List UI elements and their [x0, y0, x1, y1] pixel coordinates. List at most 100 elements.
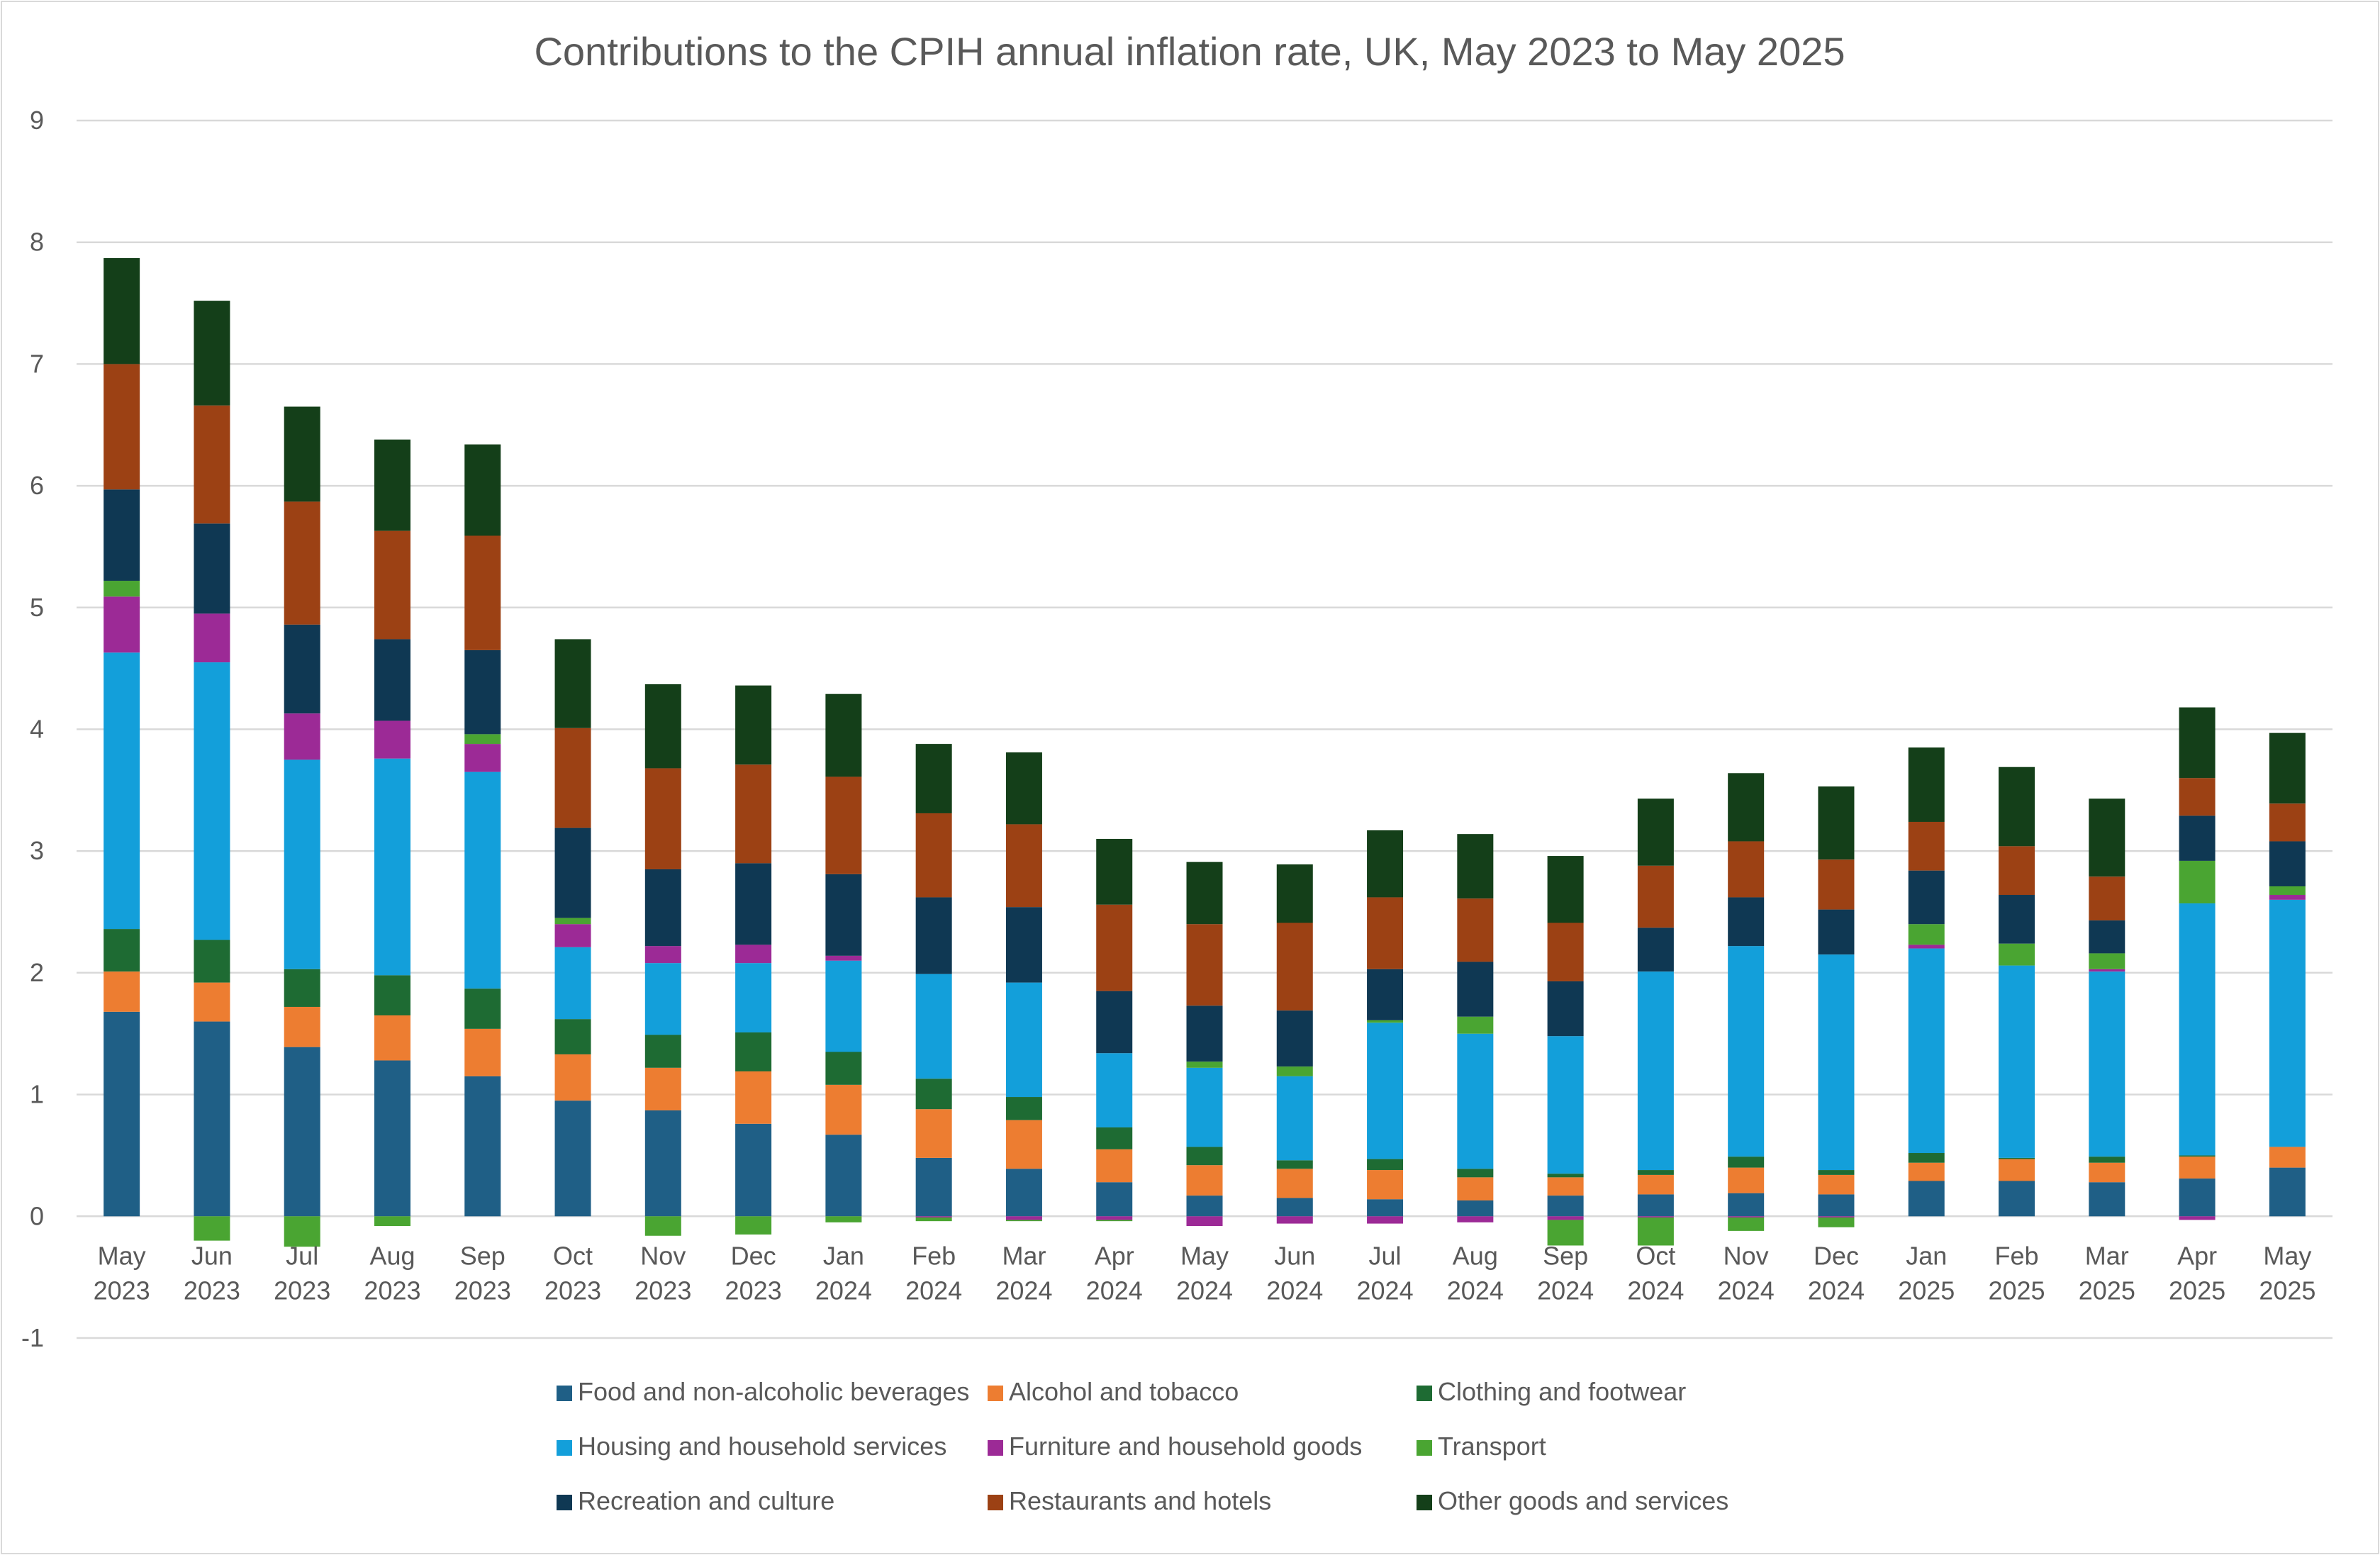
bar-segment: [1728, 1157, 1765, 1168]
x-tick-label: 2023: [184, 1276, 240, 1305]
bar-segment: [1818, 786, 1855, 860]
x-tick-label: 2024: [1086, 1276, 1143, 1305]
x-tick-label: May: [98, 1241, 146, 1270]
bar-segment: [2179, 903, 2216, 1156]
bar-segment: [374, 439, 410, 531]
bar-segment: [284, 1216, 320, 1247]
bar-segment: [1728, 897, 1765, 947]
bar-segment: [374, 720, 410, 759]
bar-segment: [644, 869, 681, 947]
legend-label: Furniture and household goods: [1009, 1432, 1362, 1461]
bar-segment: [1005, 1097, 1042, 1120]
bar-segment: [2269, 899, 2306, 1147]
x-tick-label: Jun: [1274, 1241, 1315, 1270]
x-tick-label: Apr: [1095, 1241, 1134, 1270]
x-tick-label: 2025: [2259, 1276, 2315, 1305]
bar-segment: [2089, 1157, 2125, 1163]
bar-segment: [735, 685, 772, 765]
bar-segment: [1637, 1170, 1674, 1175]
bar-segment: [1728, 773, 1765, 842]
bar-segment: [554, 947, 591, 1020]
bar-segment: [464, 744, 501, 772]
bar-segment: [1367, 969, 1404, 1020]
bar-segment: [1367, 830, 1404, 898]
bar-segment: [1637, 1216, 1674, 1218]
bar-segment: [1999, 1157, 2035, 1159]
x-tick-label: Aug: [369, 1241, 415, 1270]
x-tick-label: 2023: [725, 1276, 782, 1305]
bar-segment: [104, 489, 140, 581]
bar-segment: [1637, 1194, 1674, 1217]
bar-segment: [1276, 1160, 1313, 1169]
legend-swatch: [557, 1440, 572, 1456]
bar-segment: [915, 974, 952, 1079]
bar-segment: [735, 1216, 772, 1235]
legend-swatch: [988, 1386, 1003, 1401]
bar-segment: [2089, 953, 2125, 969]
x-tick-label: Dec: [1814, 1241, 1859, 1270]
bar-segment: [644, 1216, 681, 1236]
bar-segment: [2089, 798, 2125, 877]
bar-segment: [735, 1032, 772, 1071]
legend-label: Transport: [1438, 1432, 1546, 1461]
bar-segment: [1547, 1036, 1584, 1174]
legend-swatch: [988, 1440, 1003, 1456]
bar-segment: [194, 613, 230, 663]
bar-segment: [374, 1216, 410, 1227]
x-tick-label: Jan: [1906, 1241, 1947, 1270]
bar-segment: [915, 897, 952, 974]
bar-segment: [194, 982, 230, 1022]
bar-segment: [1457, 1216, 1494, 1222]
bar-segment: [1276, 864, 1313, 923]
bar-segment: [1005, 1169, 1042, 1217]
bar-segment: [1457, 834, 1494, 899]
bar-segment: [1818, 1174, 1855, 1195]
bar-segment: [194, 405, 230, 524]
bar-segment: [1096, 839, 1133, 905]
bar-segment: [2179, 1216, 2216, 1220]
y-tick-label: 8: [30, 228, 44, 257]
bar-segment: [1457, 962, 1494, 1017]
bar-segment: [554, 918, 591, 925]
bar-segment: [1096, 1149, 1133, 1183]
x-tick-label: 2025: [2079, 1276, 2135, 1305]
bar-segment: [2089, 971, 2125, 1157]
bar-segment: [1547, 1174, 1584, 1178]
bar-segment: [284, 1047, 320, 1217]
bar-segment: [1367, 1022, 1404, 1159]
bar-segment: [284, 501, 320, 625]
bar-segment: [1276, 1076, 1313, 1161]
bar-segment: [284, 759, 320, 969]
bar-segment: [1547, 1220, 1584, 1246]
bar-segment: [1908, 948, 1945, 1154]
legend-label: Housing and household services: [578, 1432, 946, 1461]
legend-swatch: [557, 1495, 572, 1510]
bar-segment: [825, 1052, 862, 1085]
bar-segment: [1457, 1200, 1494, 1217]
y-tick-label: 7: [30, 349, 44, 378]
y-tick-label: 2: [30, 958, 44, 987]
x-tick-label: Nov: [640, 1241, 686, 1270]
x-tick-label: Mar: [2085, 1241, 2129, 1270]
y-tick-label: 0: [30, 1201, 44, 1230]
bar-segment: [464, 988, 501, 1029]
bar-segment: [2269, 895, 2306, 900]
bar-segment: [644, 684, 681, 769]
bar-segment: [2179, 778, 2216, 816]
bar-segment: [464, 1028, 501, 1076]
bar-segment: [1367, 1020, 1404, 1023]
bar-segment: [1547, 923, 1584, 981]
bar-segment: [1096, 1053, 1133, 1127]
bar-segment: [1367, 1159, 1404, 1171]
bar-segment: [1908, 1181, 1945, 1217]
x-tick-label: 2023: [635, 1276, 691, 1305]
bar-segment: [1999, 943, 2035, 966]
bar-segment: [1005, 1120, 1042, 1169]
bar-segment: [825, 955, 862, 961]
bar-segment: [1818, 1170, 1855, 1175]
legend-label: Restaurants and hotels: [1009, 1486, 1271, 1515]
bar-segment: [1096, 1127, 1133, 1149]
x-tick-label: Oct: [1636, 1241, 1675, 1270]
bars: [104, 258, 2306, 1247]
bar-segment: [1908, 821, 1945, 871]
